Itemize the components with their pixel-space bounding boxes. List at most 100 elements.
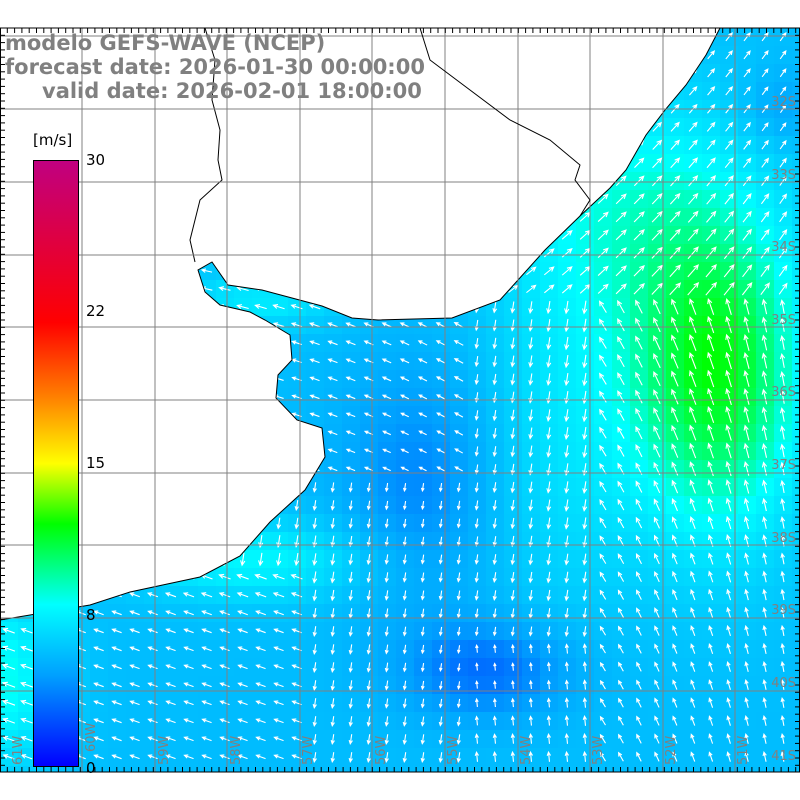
wind-arrow <box>255 412 266 417</box>
wind-arrow <box>204 517 210 530</box>
speed-cell <box>324 118 343 137</box>
wind-arrow <box>164 124 176 129</box>
wind-arrow <box>761 50 769 60</box>
wind-arrow <box>146 574 159 580</box>
wind-arrow <box>219 142 230 147</box>
speed-cell <box>504 46 523 65</box>
speed-cell <box>468 280 487 299</box>
speed-cell <box>288 154 307 173</box>
wind-arrow <box>237 412 248 417</box>
speed-cell <box>450 172 469 191</box>
wind-arrow <box>309 232 320 238</box>
wind-arrow <box>96 500 101 512</box>
wind-arrow <box>472 231 483 239</box>
speed-cell <box>216 208 235 227</box>
speed-cell <box>558 82 577 101</box>
speed-cell <box>144 334 163 353</box>
speed-cell <box>522 172 541 191</box>
longitude-label: 53W <box>591 735 606 765</box>
wind-arrow <box>20 142 32 148</box>
wind-arrow <box>128 574 141 580</box>
wind-arrow <box>128 196 140 201</box>
wind-arrow <box>2 412 14 418</box>
speed-cell <box>396 208 415 227</box>
speed-cell <box>792 352 800 371</box>
wind-arrow <box>508 69 519 77</box>
speed-cell <box>396 172 415 191</box>
wind-arrow <box>634 50 644 60</box>
wind-arrow <box>687 264 700 278</box>
latitude-label: 35S <box>771 313 796 328</box>
wind-arrow <box>258 482 263 494</box>
speed-cell <box>702 766 721 772</box>
wind-arrow <box>255 430 266 435</box>
wind-arrow <box>255 376 266 381</box>
wind-arrow <box>240 499 245 512</box>
wind-arrow <box>93 592 104 598</box>
wind-arrow <box>20 322 32 328</box>
speed-cell <box>162 442 181 461</box>
speed-cell <box>504 136 523 155</box>
wind-arrow <box>204 552 210 567</box>
wind-arrow <box>381 304 392 310</box>
speed-cell <box>270 208 289 227</box>
wind-arrow <box>706 157 716 169</box>
speed-cell <box>144 406 163 425</box>
speed-cell <box>144 208 163 227</box>
wind-arrow <box>92 448 104 454</box>
speed-cell <box>414 208 433 227</box>
speed-cell <box>108 154 127 173</box>
wind-arrow <box>743 121 751 132</box>
wind-arrow <box>132 482 137 494</box>
wind-arrow <box>652 68 662 78</box>
speed-cell <box>792 244 800 263</box>
speed-cell <box>576 46 595 65</box>
speed-cell <box>720 766 739 772</box>
wind-arrow <box>669 192 681 205</box>
wind-arrow <box>92 412 104 418</box>
wind-arrow <box>128 466 140 471</box>
speed-cell <box>306 190 325 209</box>
speed-cell <box>288 226 307 245</box>
speed-cell <box>306 172 325 191</box>
speed-cell <box>126 262 145 281</box>
wind-arrow <box>544 50 554 59</box>
wind-arrow <box>6 535 11 548</box>
wind-arrow <box>114 553 120 566</box>
speed-cell <box>162 244 181 263</box>
speed-cell <box>198 118 217 137</box>
wind-arrow <box>254 268 267 273</box>
wind-arrow <box>526 33 536 41</box>
wind-arrow <box>110 376 122 381</box>
wind-arrow <box>200 250 212 255</box>
speed-cell <box>630 82 649 101</box>
speed-cell <box>234 766 253 772</box>
colorbar <box>33 160 79 767</box>
wind-arrow <box>237 430 248 435</box>
wind-arrow <box>201 142 212 147</box>
wind-arrow <box>255 142 266 147</box>
wind-arrow <box>219 430 230 435</box>
speed-cell <box>594 82 613 101</box>
speed-cell <box>468 190 487 209</box>
wind-arrow <box>2 376 14 382</box>
wind-arrow <box>2 574 15 580</box>
speed-cell <box>792 46 800 65</box>
wind-arrow <box>472 177 483 185</box>
wind-arrow <box>182 448 194 453</box>
wind-arrow <box>723 264 735 278</box>
speed-cell <box>234 172 253 191</box>
wind-arrow <box>544 122 555 132</box>
wind-arrow <box>237 376 248 381</box>
wind-arrow <box>779 122 787 132</box>
wind-arrow <box>742 228 752 241</box>
wind-arrow <box>168 517 174 530</box>
wind-arrow <box>110 340 122 345</box>
speed-cell <box>432 28 451 47</box>
wind-arrow <box>24 553 30 566</box>
wind-arrow <box>472 267 483 275</box>
speed-cell <box>414 244 433 263</box>
wind-arrow <box>110 466 122 471</box>
wind-arrow <box>128 232 140 237</box>
wind-arrow <box>597 247 609 258</box>
